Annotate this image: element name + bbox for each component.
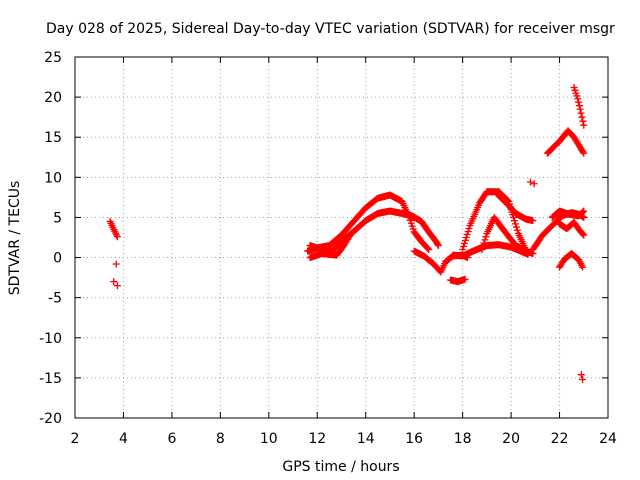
y-tick-label: 20 <box>44 90 62 106</box>
axis-ticks: 2 4 6 8 10 12 14 16 18 20 22 242520151050-5-10-15-2… <box>39 50 617 447</box>
data-point <box>579 148 587 156</box>
data-point <box>478 246 486 254</box>
y-tick-label: 10 <box>44 170 62 186</box>
data-point <box>513 226 521 234</box>
series-dot-late-neg <box>577 371 587 383</box>
data-point <box>512 223 520 231</box>
y-tick-label: -10 <box>39 331 62 347</box>
data-point <box>579 375 587 383</box>
data-point <box>462 234 470 241</box>
data-point <box>460 243 468 251</box>
data-point <box>461 237 469 245</box>
data-point <box>110 278 118 286</box>
data-point <box>579 230 587 238</box>
data-point <box>578 113 586 121</box>
x-tick-label: 4 <box>119 431 128 447</box>
plot-frame <box>74 56 609 419</box>
data-point <box>479 242 487 250</box>
y-tick-label: 25 <box>44 50 62 66</box>
series-arc-late-low <box>556 250 587 271</box>
series-arc-dip <box>410 247 471 276</box>
x-tick-label: 22 <box>551 431 569 447</box>
data-point <box>575 102 583 110</box>
x-tick-label: 18 <box>454 431 472 447</box>
series-arc-evening-3 <box>478 213 537 258</box>
x-tick-label: 12 <box>308 431 326 447</box>
x-tick-label: 24 <box>599 431 617 447</box>
series-arc-evening-4 <box>493 189 537 225</box>
x-tick-label: 8 <box>216 431 225 447</box>
series-arc-dip-2 <box>447 275 469 286</box>
x-tick-label: 20 <box>502 431 520 447</box>
data-points <box>106 83 588 383</box>
x-tick-label: 16 <box>405 431 423 447</box>
data-point <box>463 230 471 238</box>
x-tick-label: 2 <box>71 431 80 447</box>
x-tick-label: 6 <box>167 431 176 447</box>
data-point <box>347 229 355 237</box>
series-arc-late-rise <box>570 83 588 129</box>
data-point <box>579 263 587 271</box>
series-early-dot-a <box>112 260 120 268</box>
x-axis-label: GPS time / hours <box>282 459 399 475</box>
y-tick-label: 5 <box>53 210 62 226</box>
data-point <box>424 245 432 253</box>
series-arc-main <box>304 191 433 255</box>
y-axis-label: SDTVAR / TECUs <box>7 181 23 296</box>
data-point <box>526 178 534 186</box>
data-point <box>574 95 582 103</box>
series-dot-late <box>526 178 538 188</box>
y-tick-label: -20 <box>39 411 62 427</box>
data-point <box>510 213 518 221</box>
data-point <box>480 239 488 247</box>
data-point <box>460 240 468 248</box>
y-tick-label: 0 <box>53 251 62 267</box>
data-point <box>425 246 433 254</box>
data-point <box>346 231 354 239</box>
y-tick-label: 15 <box>44 130 62 146</box>
data-point <box>464 227 472 235</box>
data-point <box>461 275 469 283</box>
series-arc-late-mid-2 <box>548 207 588 221</box>
data-point <box>481 236 489 244</box>
series-early-arc <box>106 217 121 241</box>
data-point <box>580 121 588 129</box>
data-point <box>577 371 585 379</box>
data-point <box>580 213 588 221</box>
x-tick-label: 10 <box>260 431 278 447</box>
data-point <box>511 220 519 228</box>
data-point <box>482 233 490 241</box>
data-point <box>579 208 587 216</box>
series-arc-low <box>306 229 355 262</box>
chart-title: Day 028 of 2025, Sidereal Day-to-day VTE… <box>46 21 615 37</box>
series-arc-second <box>306 207 442 255</box>
data-point <box>529 217 537 225</box>
data-point <box>112 260 120 268</box>
data-point <box>580 149 588 157</box>
data-point <box>575 98 583 106</box>
data-point <box>113 282 121 290</box>
data-point <box>576 105 584 113</box>
data-point <box>579 117 587 125</box>
data-point <box>113 233 121 241</box>
series-arc-late-high <box>543 127 588 157</box>
data-point <box>465 224 473 232</box>
data-point <box>434 240 442 248</box>
y-tick-label: -5 <box>48 291 62 307</box>
series-arc-late-mid-3 <box>556 218 588 239</box>
y-tick-label: -15 <box>39 371 62 387</box>
data-point <box>434 242 442 250</box>
data-point <box>459 246 467 254</box>
data-point <box>580 207 588 215</box>
data-point <box>577 109 585 117</box>
data-point <box>510 217 518 225</box>
x-tick-label: 14 <box>357 431 375 447</box>
data-point <box>580 231 588 239</box>
data-point <box>530 180 538 188</box>
series-early-dot-b <box>110 278 121 290</box>
